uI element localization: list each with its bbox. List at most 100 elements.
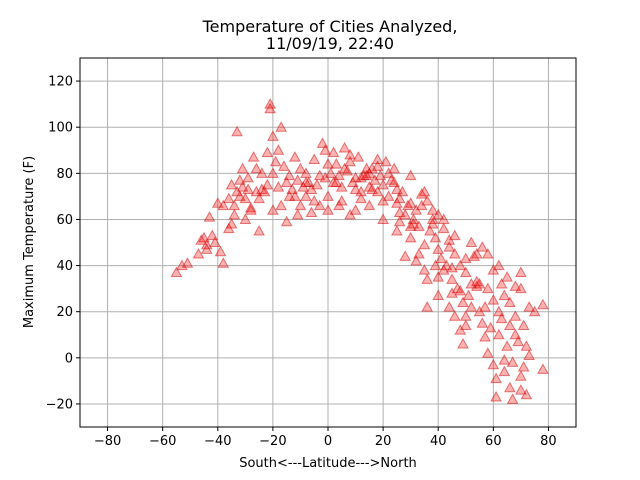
- y-tick-label: 0: [65, 351, 73, 366]
- data-point: [509, 280, 522, 291]
- data-point: [200, 243, 213, 254]
- data-point: [300, 190, 312, 201]
- data-point: [504, 296, 516, 307]
- x-axis-label: South<---Latitude--->North: [239, 456, 417, 471]
- data-point: [391, 224, 403, 236]
- data-point: [244, 204, 257, 215]
- data-point: [363, 199, 376, 211]
- data-point: [418, 185, 431, 197]
- data-point: [225, 178, 238, 190]
- data-point: [413, 248, 425, 259]
- x-tick-label: −80: [94, 434, 121, 449]
- data-point: [443, 234, 456, 245]
- data-point: [371, 160, 384, 171]
- x-tick-label: 0: [324, 434, 332, 449]
- data-point: [523, 349, 536, 361]
- data-point: [283, 169, 296, 181]
- y-tick-label: 100: [48, 121, 73, 136]
- data-point: [487, 294, 500, 305]
- data-point: [209, 236, 221, 247]
- data-point: [305, 206, 318, 218]
- data-point: [391, 197, 403, 208]
- data-point: [537, 298, 549, 310]
- data-point: [319, 171, 332, 183]
- chart-title-line-1: Temperature of Cities Analyzed,: [202, 17, 458, 36]
- data-point: [487, 264, 500, 275]
- data-point: [377, 213, 389, 224]
- data-point: [322, 158, 334, 169]
- data-point: [355, 192, 367, 204]
- data-point: [242, 171, 254, 183]
- data-point: [481, 347, 494, 358]
- data-point: [487, 358, 500, 370]
- data-point: [236, 162, 249, 174]
- data-point: [247, 151, 260, 162]
- data-point: [504, 319, 516, 331]
- data-point: [388, 162, 400, 174]
- data-point: [344, 208, 356, 220]
- data-point: [432, 289, 445, 301]
- y-tick-label: 20: [56, 305, 73, 320]
- data-points: [170, 98, 549, 404]
- data-point: [388, 176, 400, 188]
- data-point: [479, 331, 491, 342]
- data-point: [371, 153, 384, 164]
- data-point: [443, 241, 456, 252]
- data-point: [313, 199, 326, 211]
- data-point: [454, 324, 467, 335]
- data-point: [338, 162, 351, 174]
- data-point: [308, 194, 321, 206]
- data-point: [432, 208, 445, 220]
- data-point: [506, 393, 519, 404]
- data-point: [446, 261, 458, 273]
- data-point: [418, 238, 431, 250]
- data-point: [432, 271, 445, 282]
- data-point: [253, 224, 265, 236]
- data-point: [267, 130, 279, 141]
- data-point: [322, 190, 334, 201]
- data-point: [429, 231, 442, 243]
- data-point: [239, 213, 252, 224]
- data-point: [239, 192, 252, 204]
- data-point: [459, 266, 472, 277]
- data-point: [459, 319, 472, 331]
- data-point: [283, 190, 296, 201]
- data-point: [338, 141, 351, 153]
- data-point: [344, 148, 356, 160]
- data-point: [492, 328, 505, 340]
- x-tick-label: −60: [149, 434, 176, 449]
- data-point: [236, 181, 249, 192]
- data-point: [267, 167, 279, 178]
- data-point: [437, 264, 450, 275]
- data-point: [404, 231, 417, 243]
- data-point: [465, 301, 478, 312]
- data-point: [352, 151, 365, 162]
- data-point: [280, 176, 293, 188]
- data-point: [437, 222, 450, 234]
- data-point: [418, 264, 431, 275]
- data-point: [327, 146, 340, 158]
- data-point: [476, 241, 489, 252]
- data-point: [410, 254, 423, 266]
- data-point: [261, 146, 274, 158]
- data-point: [501, 271, 513, 282]
- data-point: [222, 222, 235, 234]
- data-point: [446, 287, 458, 298]
- data-point: [371, 185, 384, 197]
- data-point: [498, 354, 511, 365]
- data-point: [280, 215, 293, 227]
- data-point: [272, 181, 285, 192]
- x-tick-label: 60: [485, 434, 502, 449]
- data-point: [344, 155, 356, 167]
- data-point: [275, 121, 288, 132]
- data-point: [443, 301, 456, 312]
- data-point: [429, 259, 442, 271]
- data-point: [517, 361, 530, 372]
- data-point: [462, 289, 475, 301]
- data-point: [228, 208, 241, 220]
- data-point: [374, 169, 387, 181]
- data-point: [330, 176, 343, 188]
- data-point: [253, 192, 265, 204]
- data-point: [481, 248, 494, 259]
- x-tick-label: 40: [430, 434, 447, 449]
